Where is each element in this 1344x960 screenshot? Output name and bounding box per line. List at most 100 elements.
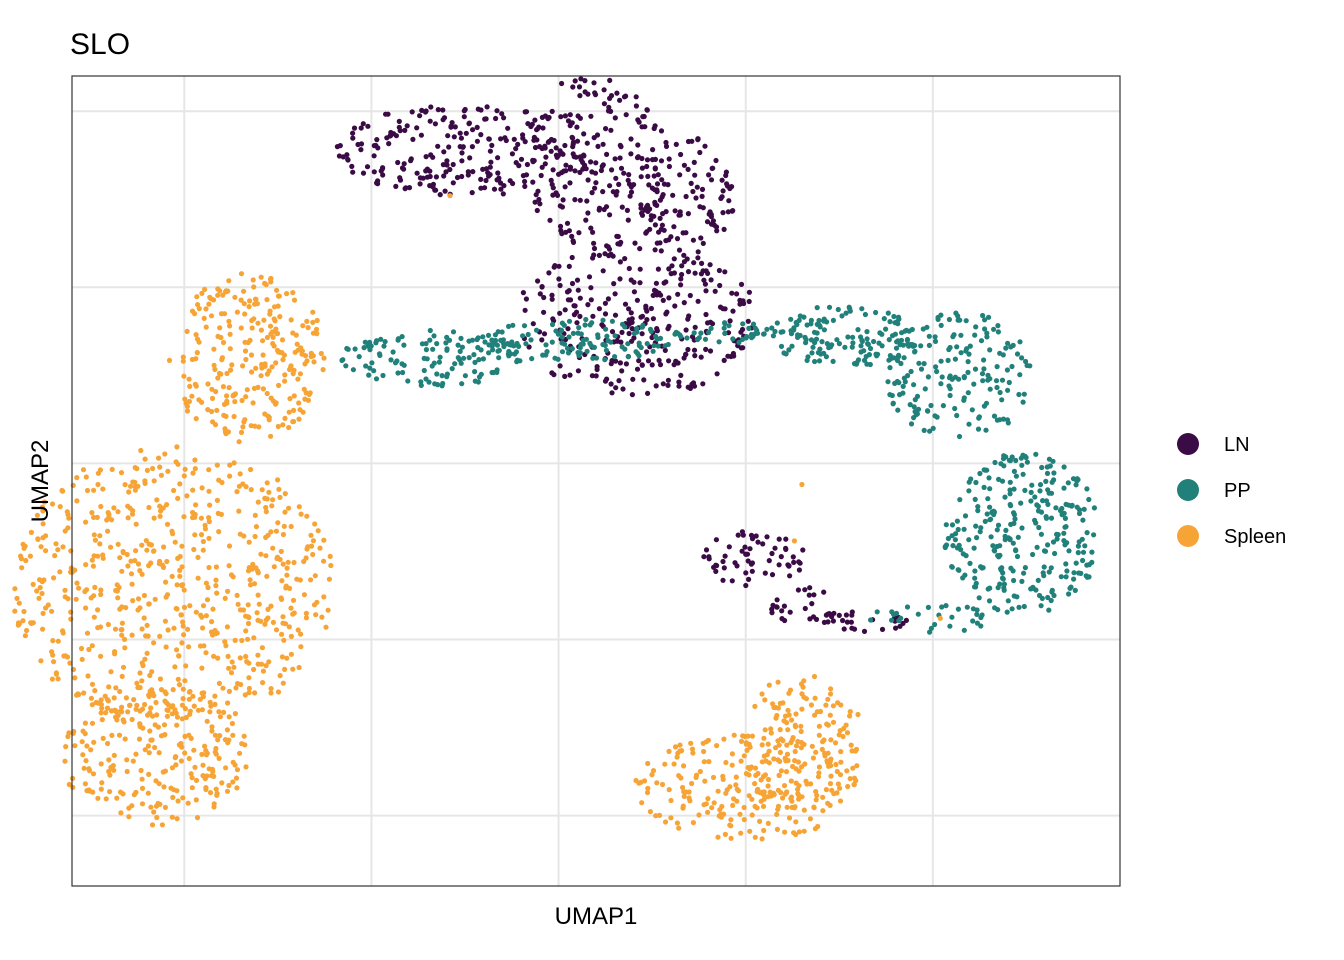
point-spleen [181,632,187,638]
point-ln [410,136,416,142]
point-ln [723,172,729,179]
point-spleen [703,801,709,807]
point-pp [655,343,661,349]
point-spleen [270,497,276,503]
point-spleen [105,528,111,534]
point-pp [437,354,443,360]
point-spleen [266,368,272,374]
point-spleen [172,664,178,670]
point-spleen [236,483,242,489]
point-pp [949,614,955,620]
point-spleen [825,800,831,806]
point-spleen [98,653,104,659]
point-ln [802,587,808,593]
point-spleen [191,703,197,709]
point-spleen [202,286,208,292]
point-spleen [253,524,259,530]
point-ln [559,204,566,210]
point-ln [823,612,830,618]
point-spleen [733,774,739,780]
point-spleen [780,738,786,744]
point-ln [574,138,581,144]
point-spleen [206,519,212,525]
point-spleen [111,767,117,773]
point-spleen [189,775,195,781]
point-spleen [179,564,185,570]
point-spleen [218,311,225,317]
point-pp [1072,587,1078,594]
point-ln [546,270,552,276]
point-ln [821,589,827,595]
point-spleen [191,747,197,753]
point-ln [679,263,685,269]
point-pp [702,336,709,342]
point-spleen [296,664,302,671]
point-ln [610,253,616,259]
point-spleen [73,596,79,602]
point-spleen [82,781,88,787]
point-spleen [118,470,125,476]
point-pp [918,366,925,372]
point-spleen [185,626,191,632]
point-ln [737,297,743,303]
point-pp [912,342,918,349]
point-ln [714,228,720,234]
point-ln [690,188,696,195]
point-spleen [72,675,78,681]
point-spleen [804,781,810,787]
point-pp [977,470,983,477]
point-pp [476,357,482,363]
point-ln [484,104,490,110]
point-spleen [729,762,735,768]
point-spleen [761,796,767,802]
point-spleen [91,739,97,745]
point-ln [491,186,498,192]
point-ln [523,296,530,302]
point-pp [952,537,959,543]
point-spleen [666,748,672,755]
point-spleen [785,757,791,764]
point-pp [600,341,606,348]
point-spleen [173,762,179,768]
point-spleen [277,349,283,355]
point-spleen [236,439,242,445]
point-pp [908,368,914,375]
point-pp [821,316,827,322]
point-spleen [106,514,112,520]
point-ln [615,233,621,240]
point-pp [966,488,972,494]
point-spleen [701,759,707,765]
point-pp [928,402,934,409]
point-spleen [786,690,792,696]
point-spleen [142,747,148,753]
point-ln [665,382,671,388]
point-pp [1011,593,1017,599]
point-spleen [255,499,261,505]
point-spleen [139,571,145,577]
point-ln [600,268,606,274]
point-ln [590,313,596,319]
point-ln [440,162,446,168]
point-spleen [263,553,269,559]
point-ln [721,357,727,363]
point-spleen [681,793,687,800]
point-pp [897,392,903,398]
point-pp [1066,548,1072,554]
point-spleen [254,301,260,307]
point-spleen [184,403,190,409]
point-spleen [318,350,324,357]
point-ln [601,101,608,107]
point-spleen [139,678,145,684]
point-spleen [226,714,232,720]
point-pp [836,341,843,347]
point-spleen [812,695,818,701]
point-pp [1048,515,1055,521]
plot-background [72,76,1120,886]
point-spleen [80,467,87,473]
point-spleen [62,594,68,600]
point-ln [622,301,629,307]
point-spleen [206,564,212,571]
point-spleen [785,727,791,733]
point-pp [1089,549,1095,555]
point-spleen [844,768,850,774]
